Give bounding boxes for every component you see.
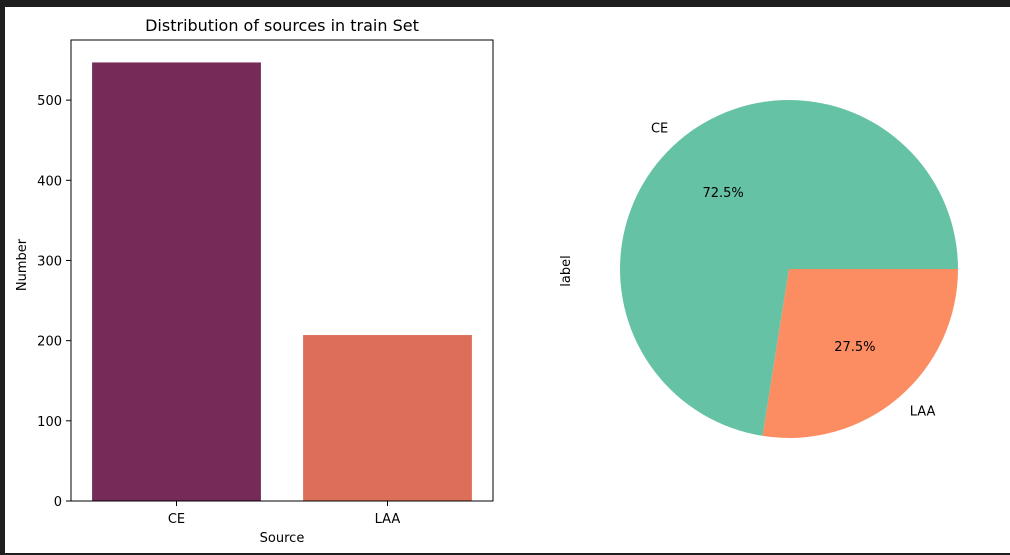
bar-x-ticks: CE LAA [168,501,401,527]
figure-svg: Distribution of sources in train Set 0 10… [15,16,958,546]
y-tick-label: 400 [37,174,62,189]
pie-slices [620,100,958,439]
pie-label: CE [651,122,668,137]
figure-canvas: Distribution of sources in train Set 0 10… [5,7,1010,553]
bar-y-axis-label: Number [15,238,30,291]
y-tick-label: 200 [37,335,62,350]
bar-marks [92,62,472,501]
pie-labels: CE 72.5% LAA 27.5% [651,122,936,420]
pie-slice-laa [762,269,958,439]
pie-slice-ce [620,100,958,436]
bar-laa [303,335,472,501]
x-tick-label: CE [168,512,185,527]
pie-pct-label: 27.5% [834,340,875,355]
y-tick-label: 500 [37,94,62,109]
bar-y-ticks: 0 100 200 300 400 500 [37,94,71,510]
y-tick-label: 100 [37,415,62,430]
pie-pct-label: 72.5% [702,186,743,201]
bar-x-axis-label: Source [260,531,305,546]
y-tick-label: 0 [54,495,62,510]
bar-ce [92,62,261,501]
pie-label: LAA [910,404,936,419]
bar-chart-title: Distribution of sources in train Set [145,16,419,35]
pie-y-axis-label: label [559,255,574,286]
y-tick-label: 300 [37,254,62,269]
x-tick-label: LAA [375,512,401,527]
pie-chart: CE 72.5% LAA 27.5% label [559,100,958,439]
bar-axes-frame [70,39,494,502]
bar-chart: Distribution of sources in train Set 0 10… [15,16,494,546]
